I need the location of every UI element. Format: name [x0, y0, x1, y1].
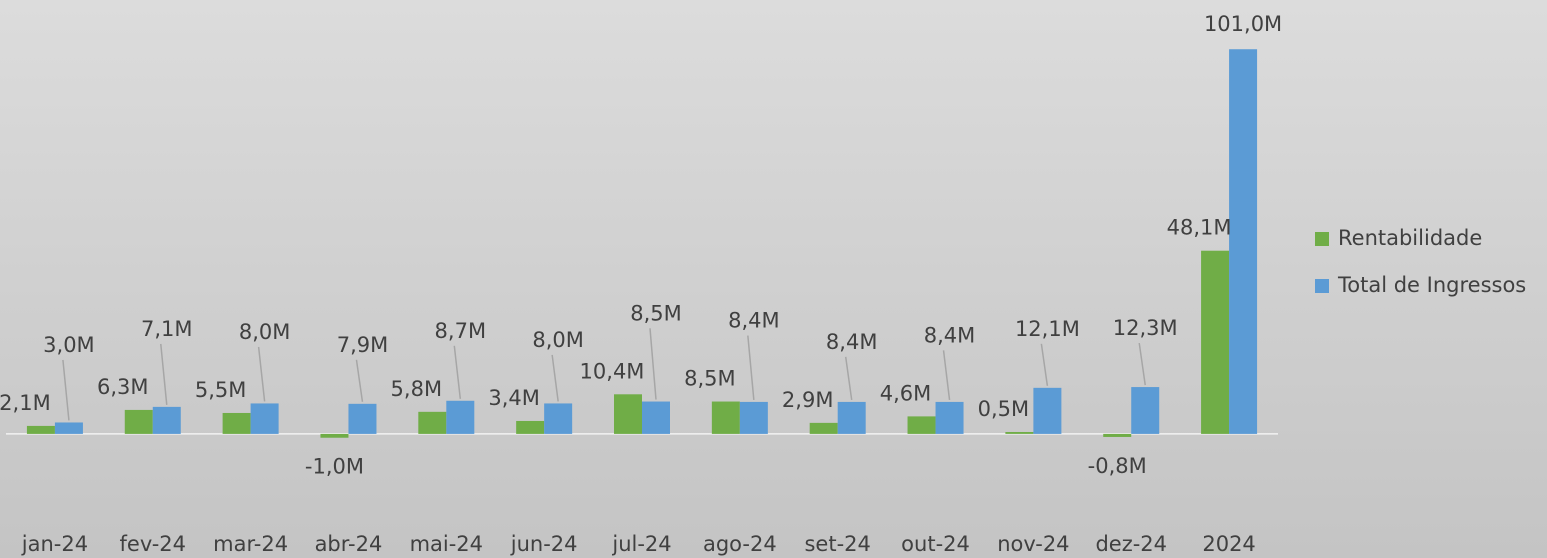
bar — [26, 425, 55, 434]
leader-line — [453, 345, 462, 399]
bar — [1131, 387, 1160, 434]
data-label: 8,4M — [826, 330, 878, 354]
data-label: 0,5M — [978, 397, 1030, 421]
x-tick-label: abr-24 — [315, 532, 383, 556]
bar — [907, 416, 936, 434]
bar — [935, 401, 964, 434]
bar — [1229, 49, 1258, 434]
bar — [54, 422, 83, 434]
data-label: 8,0M — [532, 328, 584, 352]
data-label: 8,4M — [728, 309, 780, 333]
leader-line — [747, 335, 755, 400]
leader-line — [942, 350, 951, 401]
data-label: 8,5M — [630, 301, 682, 325]
data-label: 7,1M — [141, 317, 193, 341]
x-tick-label: jul-24 — [611, 532, 671, 556]
x-tick-label: 2024 — [1202, 532, 1255, 556]
x-tick-label: dez-24 — [1095, 532, 1167, 556]
bar — [320, 433, 349, 438]
bar — [222, 412, 251, 434]
bar — [739, 401, 768, 434]
leader-line — [257, 346, 266, 402]
legend-label: Rentabilidade — [1338, 226, 1482, 250]
bar — [1033, 387, 1062, 434]
data-label: 10,4M — [580, 359, 645, 383]
bar — [250, 403, 279, 434]
x-tick-label: mai-24 — [410, 532, 483, 556]
bar — [1201, 250, 1230, 434]
data-label: 6,3M — [97, 375, 149, 399]
data-label: -1,0M — [305, 455, 364, 479]
legend-label: Total de Ingressos — [1337, 273, 1526, 297]
data-label: 2,9M — [782, 388, 834, 412]
data-label: 12,1M — [1015, 317, 1080, 341]
data-label: 101,0M — [1204, 12, 1282, 36]
bar — [348, 403, 377, 434]
leader-line — [844, 356, 853, 401]
leader-line — [551, 354, 559, 402]
x-tick-label: mar-24 — [213, 532, 288, 556]
x-tick-label: ago-24 — [703, 532, 777, 556]
x-tick-label: jun-24 — [510, 532, 578, 556]
data-label: 8,0M — [239, 320, 291, 344]
legend-swatch — [1315, 279, 1329, 293]
data-label: 3,4M — [488, 386, 540, 410]
x-tick-label: out-24 — [901, 532, 970, 556]
leader-line — [355, 359, 364, 402]
bar — [642, 401, 670, 434]
data-label: -0,8M — [1088, 454, 1147, 478]
data-label: 3,0M — [43, 333, 95, 357]
leader-line — [62, 359, 70, 421]
leader-line — [160, 343, 168, 405]
leader-line — [1040, 343, 1049, 386]
data-label: 5,5M — [195, 378, 247, 402]
bar — [1103, 433, 1132, 437]
x-tick-label: set-24 — [804, 532, 870, 556]
data-label: 2,1M — [0, 391, 51, 415]
legend-swatch — [1315, 232, 1329, 246]
leader-line — [649, 328, 657, 400]
data-label: 48,1M — [1167, 216, 1232, 240]
data-label: 8,4M — [924, 323, 976, 347]
data-label: 4,6M — [880, 381, 932, 405]
bar — [614, 394, 642, 434]
bar — [124, 409, 153, 434]
x-tick-label: jan-24 — [21, 532, 88, 556]
data-label: 8,7M — [435, 319, 487, 343]
x-tick-label: fev-24 — [120, 532, 186, 556]
data-label: 5,8M — [391, 377, 443, 401]
data-label: 7,9M — [337, 333, 389, 357]
bar — [516, 420, 545, 434]
bar — [837, 401, 866, 434]
data-label: 8,5M — [684, 367, 736, 391]
bar — [711, 401, 740, 434]
leader-line — [1138, 342, 1146, 386]
data-label: 12,3M — [1113, 316, 1178, 340]
bar — [1005, 432, 1034, 434]
bar — [544, 403, 573, 434]
bar — [418, 411, 447, 434]
bar — [446, 400, 475, 434]
x-tick-label: nov-24 — [997, 532, 1069, 556]
bar — [152, 406, 181, 434]
bar — [809, 422, 838, 434]
